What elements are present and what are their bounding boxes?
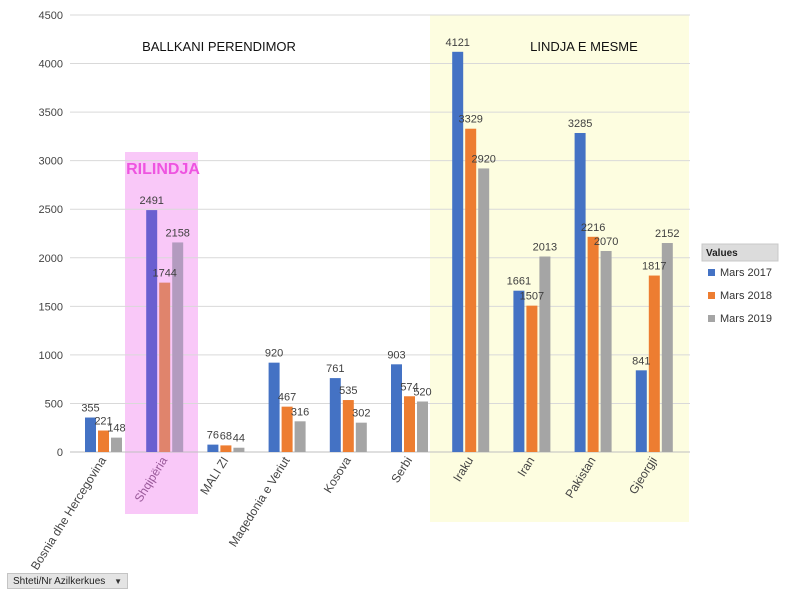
x-tick-label: Bosnia dhe Hercegovina <box>28 454 109 573</box>
annotation-lindja: LINDJA E MESME <box>530 39 638 54</box>
bar <box>648 275 660 452</box>
data-label: 841 <box>632 355 650 367</box>
y-tick-label: 500 <box>45 398 63 410</box>
legend: Values Mars 2017 Mars 2018 Mars 2019 <box>701 243 779 325</box>
bars <box>85 51 673 453</box>
data-label: 2013 <box>533 242 557 254</box>
bar <box>281 406 293 452</box>
bar <box>172 242 184 452</box>
data-label: 302 <box>352 408 370 420</box>
bar <box>574 132 586 453</box>
y-tick-label: 0 <box>57 447 63 459</box>
data-label: 4121 <box>445 37 469 49</box>
data-label: 2158 <box>165 227 189 239</box>
y-tick-label: 1500 <box>39 301 63 313</box>
bar <box>233 447 245 452</box>
data-label: 2152 <box>655 228 679 240</box>
data-label: 2491 <box>139 195 163 207</box>
data-label: 221 <box>94 416 112 428</box>
data-label: 903 <box>387 349 405 361</box>
bar <box>526 305 538 452</box>
bar <box>635 370 647 452</box>
legend-entry: Mars 2017 <box>720 267 772 279</box>
bar <box>98 430 109 452</box>
y-tick-label: 3500 <box>39 107 63 119</box>
annotation-rilindja: RILINDJA <box>126 161 200 178</box>
bar <box>465 128 477 453</box>
x-tick-label: Kosova <box>321 454 354 496</box>
data-label: 1744 <box>152 268 176 280</box>
data-label: 76 <box>207 430 219 442</box>
bar <box>342 400 354 452</box>
x-tick-label: Serbi <box>388 454 415 485</box>
data-label: 574 <box>400 381 418 393</box>
y-tick-label: 4500 <box>39 10 63 22</box>
y-tick-label: 2000 <box>39 253 63 265</box>
bar <box>146 210 158 452</box>
bar <box>513 290 525 452</box>
data-label: 44 <box>233 433 245 445</box>
data-label: 355 <box>81 403 99 415</box>
bar <box>539 256 551 452</box>
data-label: 1817 <box>642 261 666 273</box>
data-label: 1507 <box>520 291 544 303</box>
y-tick-label: 4000 <box>39 59 63 71</box>
legend-swatch <box>708 315 715 322</box>
data-label: 761 <box>326 363 344 375</box>
legend-swatch <box>708 292 715 299</box>
legend-swatch <box>708 269 715 276</box>
bar <box>600 250 612 452</box>
bar <box>111 437 122 452</box>
filter-button-label: Shteti/Nr Azilkerkues <box>13 575 106 587</box>
bar <box>207 444 219 452</box>
data-label: 68 <box>220 430 232 442</box>
x-tick-label: MALI ZI <box>197 454 231 497</box>
legend-title: Values <box>706 248 738 259</box>
data-label: 520 <box>413 387 431 399</box>
bar <box>294 421 306 452</box>
bar <box>661 243 673 452</box>
data-label: 316 <box>291 406 309 418</box>
bar <box>391 364 402 452</box>
bar <box>587 236 599 452</box>
bar <box>355 422 367 452</box>
bar <box>452 51 464 452</box>
y-axis-ticks: 0 500 1000 1500 2000 2500 3000 3500 4000 4500 <box>39 10 63 459</box>
data-label: 3329 <box>458 114 482 126</box>
bar <box>159 282 171 452</box>
data-label: 2216 <box>581 222 605 234</box>
y-tick-label: 1000 <box>39 350 63 362</box>
legend-entry: Mars 2019 <box>720 313 772 325</box>
bar <box>85 417 96 452</box>
bar <box>478 168 490 453</box>
y-tick-label: 2500 <box>39 204 63 216</box>
data-label: 2920 <box>471 153 495 165</box>
legend-title-bg <box>701 243 779 262</box>
y-tick-label: 3000 <box>39 156 63 168</box>
data-label: 2070 <box>594 236 618 248</box>
data-label: 3285 <box>568 118 592 130</box>
field-filter-button[interactable]: Shteti/Nr Azilkerkues ▼ <box>7 573 128 589</box>
x-tick-label: Maqedonia e Veriut <box>226 454 293 550</box>
data-label: 467 <box>278 392 296 404</box>
legend-entry: Mars 2018 <box>720 290 772 302</box>
data-label: 535 <box>339 385 357 397</box>
bar <box>220 445 232 452</box>
data-label: 920 <box>265 348 283 360</box>
data-label: 1661 <box>507 276 531 288</box>
data-label: 148 <box>107 423 125 435</box>
chevron-down-icon: ▼ <box>114 576 122 586</box>
bar <box>329 378 341 452</box>
bar <box>268 362 280 452</box>
bar <box>417 401 428 452</box>
bar <box>404 396 415 452</box>
annotation-ballkani: BALLKANI PERENDIMOR <box>142 39 296 54</box>
